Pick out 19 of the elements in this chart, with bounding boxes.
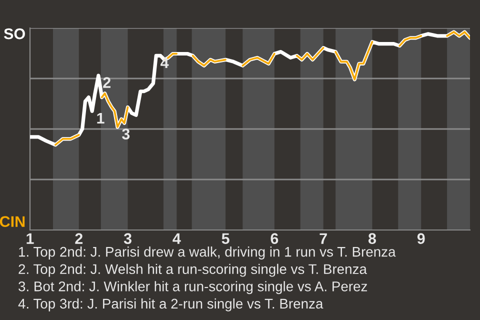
x-tick-label: 3 — [124, 233, 132, 244]
text: 2. Top 2nd: J. Welsh hit a run-scoring single vs T. Brenza — [18, 264, 367, 277]
x-tick-label: 2 — [75, 233, 83, 244]
text: CIN — [0, 216, 25, 227]
text: 3. Bot 2nd: J. Winkler hit a run-scoring single vs A. Perez — [18, 281, 367, 294]
annotation: 4 — [160, 58, 169, 68]
x-tick-label: 5 — [222, 233, 230, 244]
x-tick-label: 7 — [320, 233, 327, 244]
x-tick-label: 8 — [368, 233, 376, 244]
annotation: 2 — [103, 77, 110, 88]
annotation: 3 — [122, 128, 130, 140]
x-tick-label: 6 — [270, 233, 278, 244]
text: 1. Top 2nd: J. Parisi drew a walk, driving in 1 run vs T. Brenza — [19, 246, 396, 260]
text: SO — [4, 28, 25, 40]
x-tick-label: 1 — [26, 233, 34, 244]
text: 4. Top 3rd: J. Parisi hit a 2-run single vs T. Brenza — [18, 298, 324, 312]
annotation: 1 — [97, 112, 104, 124]
x-tick-label: 9 — [417, 233, 425, 244]
x-tick-label: 4 — [172, 233, 181, 244]
